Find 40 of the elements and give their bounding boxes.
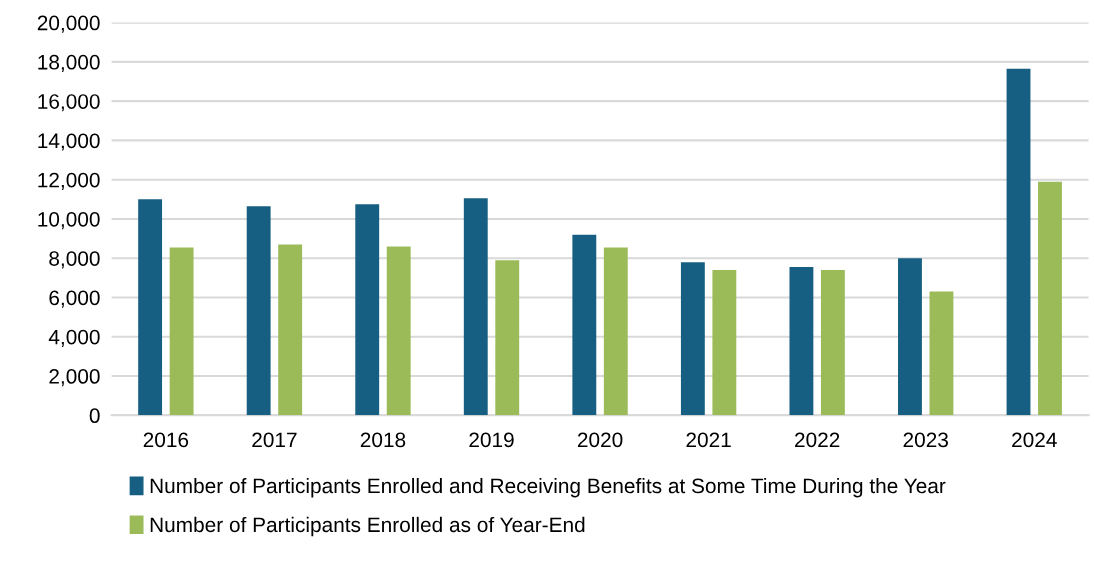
legend-label: Number of Participants Enrolled and Receiving Benefits at Some Time During the Year <box>150 477 946 498</box>
bar <box>929 291 954 416</box>
y-tick-label: 18,000 <box>38 54 100 73</box>
y-tick-label: 0 <box>89 408 100 424</box>
y-tick-label: 20,000 <box>37 15 100 33</box>
bar <box>789 267 814 416</box>
y-tick-label: 8,000 <box>49 251 100 269</box>
bar <box>169 247 194 416</box>
y-tick-label: 4,000 <box>48 329 100 347</box>
legend-label: Number of Participants Enrolled as of Year-End <box>150 516 585 537</box>
bar <box>680 262 705 416</box>
bar <box>820 269 845 416</box>
x-tick-label: 2021 <box>686 432 731 448</box>
bar <box>898 258 922 416</box>
bar <box>463 198 488 416</box>
x-tick-label: 2017 <box>252 432 297 448</box>
y-tick-label: 12,000 <box>38 172 100 190</box>
y-tick-label: 6,000 <box>49 290 100 308</box>
bar <box>1006 68 1031 416</box>
x-tick-label: 2019 <box>469 432 514 448</box>
x-tick-label: 2016 <box>143 432 189 448</box>
y-tick-label: 2,000 <box>49 369 100 387</box>
x-tick-label: 2018 <box>360 432 406 448</box>
x-tick-label: 2020 <box>577 432 623 448</box>
bar <box>712 269 737 416</box>
bar <box>278 244 303 416</box>
bar <box>138 199 163 416</box>
bar <box>246 206 271 416</box>
bar <box>386 246 411 416</box>
bar <box>572 234 597 416</box>
bar <box>495 260 520 416</box>
y-tick-label: 14,000 <box>38 133 100 151</box>
x-tick-label: 2022 <box>795 432 840 448</box>
bar <box>603 247 628 416</box>
bar <box>355 204 380 416</box>
y-tick-label: 16,000 <box>38 94 100 112</box>
x-tick-label: 2024 <box>1012 432 1057 448</box>
y-tick-label: 10,000 <box>38 211 100 230</box>
bar <box>1038 181 1062 416</box>
x-tick-label: 2023 <box>903 432 948 448</box>
